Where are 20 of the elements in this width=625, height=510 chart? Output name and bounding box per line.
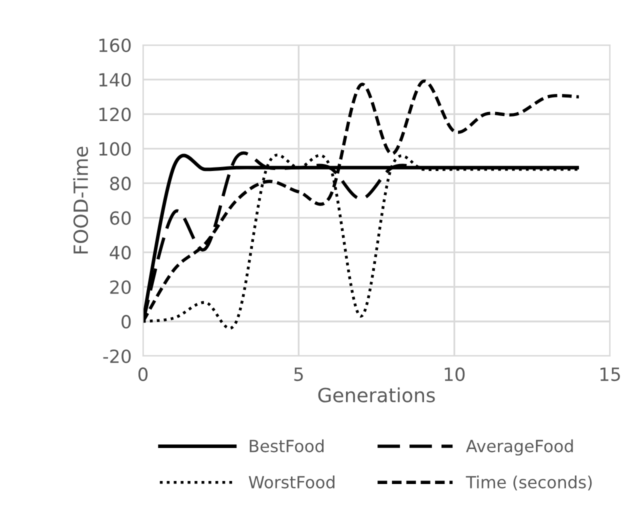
y-tick-label: 100 xyxy=(99,142,131,156)
x-axis-title: Generations xyxy=(318,387,435,402)
y-tick-label: -20 xyxy=(103,349,131,364)
y-tick-label: 120 xyxy=(99,108,131,122)
y-tick-label: 140 xyxy=(99,73,131,87)
x-tick-label: 5 xyxy=(294,368,303,382)
legend-label: BestFood xyxy=(250,439,324,452)
y-tick-label: 160 xyxy=(99,38,131,52)
y-tick-label: 0 xyxy=(122,314,131,329)
legend-label: WorstFood xyxy=(248,476,334,488)
y-tick-label: 80 xyxy=(110,176,131,190)
y-tick-label: 60 xyxy=(110,211,131,225)
x-tick-label: 10 xyxy=(444,367,465,382)
x-tick-label: 0 xyxy=(138,367,148,382)
x-tick-label: 15 xyxy=(600,368,620,382)
y-tick-label: 20 xyxy=(110,280,131,294)
y-tick-label: 40 xyxy=(110,246,131,260)
y-axis-title: FOOD-Time xyxy=(73,146,88,254)
legend-label: AverageFood xyxy=(466,439,573,456)
legend-label: Time (seconds) xyxy=(466,476,592,490)
